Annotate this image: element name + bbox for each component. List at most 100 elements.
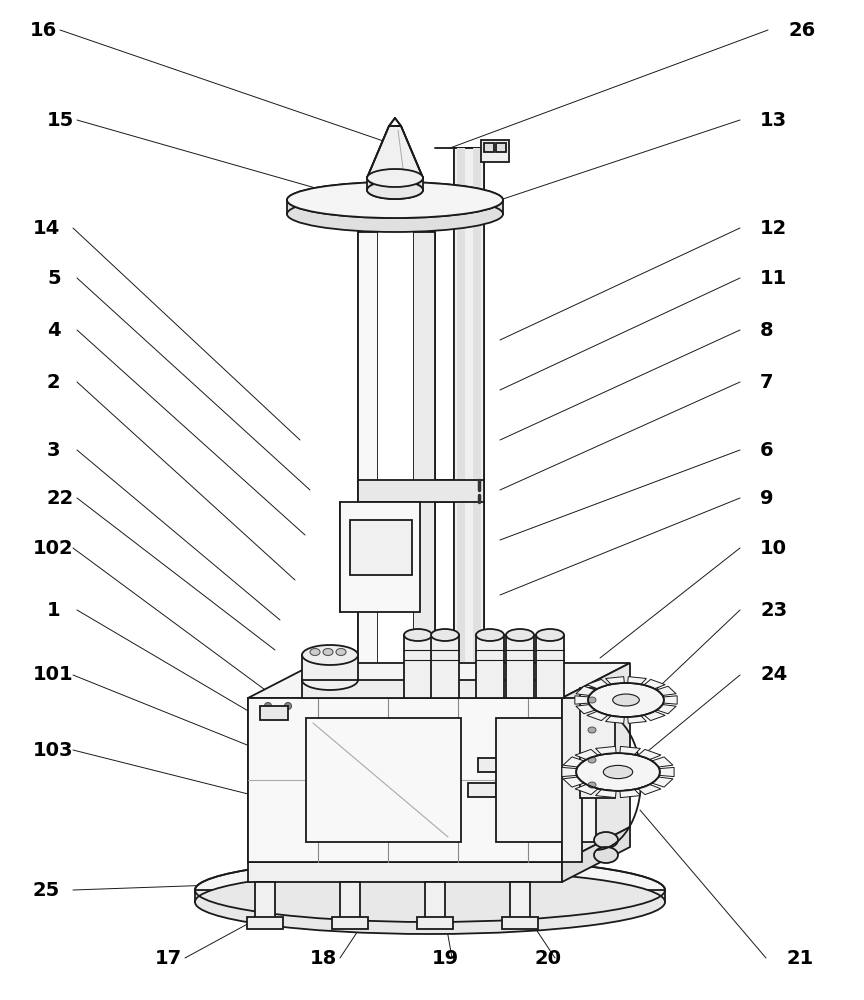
Polygon shape (606, 677, 625, 684)
Bar (302, 680, 562, 698)
Bar (417, 917, 453, 929)
Text: 4: 4 (47, 320, 60, 340)
Text: 11: 11 (760, 268, 787, 288)
Text: 23: 23 (760, 600, 787, 619)
Ellipse shape (594, 847, 618, 863)
Polygon shape (659, 767, 674, 777)
Bar (580, 688, 615, 798)
Polygon shape (576, 705, 595, 714)
Bar (562, 698, 582, 862)
Bar (476, 635, 504, 698)
Polygon shape (562, 827, 630, 882)
Bar (378, 232, 413, 670)
Ellipse shape (536, 629, 564, 641)
Ellipse shape (302, 645, 358, 665)
Polygon shape (627, 716, 646, 723)
Ellipse shape (287, 182, 503, 218)
Bar (431, 635, 459, 698)
Bar (496, 718, 596, 842)
Bar (340, 882, 360, 924)
Ellipse shape (613, 694, 639, 706)
Bar (506, 635, 534, 698)
Ellipse shape (336, 648, 346, 656)
Ellipse shape (588, 782, 596, 788)
Text: 12: 12 (760, 219, 787, 237)
Text: 6: 6 (760, 440, 773, 460)
Text: 17: 17 (155, 948, 182, 968)
Polygon shape (644, 679, 665, 689)
Ellipse shape (332, 675, 340, 681)
Text: 21: 21 (786, 948, 813, 968)
Polygon shape (563, 777, 584, 787)
Ellipse shape (576, 753, 660, 791)
Polygon shape (195, 890, 665, 902)
Text: 1: 1 (47, 600, 60, 619)
Polygon shape (657, 705, 677, 714)
Bar (418, 788, 448, 804)
Polygon shape (367, 126, 423, 178)
Ellipse shape (594, 832, 618, 848)
Bar (248, 862, 562, 882)
Polygon shape (652, 777, 673, 787)
Ellipse shape (603, 765, 632, 779)
Text: 102: 102 (33, 538, 73, 558)
Text: 2: 2 (47, 372, 60, 391)
Bar (536, 635, 564, 698)
Polygon shape (595, 789, 616, 798)
Ellipse shape (506, 629, 534, 641)
Ellipse shape (195, 858, 665, 922)
Ellipse shape (302, 670, 358, 690)
Polygon shape (587, 711, 608, 721)
Bar (481, 140, 509, 162)
Ellipse shape (347, 675, 355, 681)
Polygon shape (587, 679, 608, 689)
Text: 14: 14 (33, 219, 60, 237)
Text: 9: 9 (760, 488, 773, 508)
Polygon shape (595, 746, 616, 755)
Ellipse shape (367, 169, 423, 187)
Text: 103: 103 (33, 740, 73, 760)
Text: 25: 25 (33, 880, 60, 900)
Text: 18: 18 (310, 948, 337, 968)
Text: 3: 3 (47, 440, 60, 460)
Polygon shape (576, 686, 595, 695)
Bar (468, 783, 496, 797)
Polygon shape (575, 749, 598, 760)
Polygon shape (575, 696, 588, 704)
Bar (498, 783, 526, 797)
Bar (332, 917, 368, 929)
Bar (340, 502, 420, 612)
Polygon shape (248, 663, 630, 698)
Text: 19: 19 (432, 948, 459, 968)
Bar (425, 882, 445, 924)
Bar (413, 232, 435, 670)
Ellipse shape (431, 629, 459, 641)
Ellipse shape (367, 181, 423, 199)
Ellipse shape (476, 629, 504, 641)
Bar (255, 882, 275, 924)
Text: 5: 5 (47, 268, 60, 288)
Ellipse shape (404, 629, 432, 641)
Bar (302, 655, 358, 680)
Ellipse shape (323, 648, 333, 656)
Polygon shape (606, 716, 625, 723)
Polygon shape (638, 749, 661, 760)
Bar (350, 520, 412, 575)
Polygon shape (562, 767, 576, 777)
Text: 13: 13 (760, 110, 787, 129)
Text: 101: 101 (33, 666, 73, 684)
Bar (367, 178, 423, 190)
Bar (358, 480, 484, 502)
Bar (358, 232, 378, 670)
Polygon shape (575, 784, 598, 795)
Ellipse shape (367, 169, 423, 187)
Polygon shape (619, 746, 640, 755)
Bar (478, 758, 506, 772)
Bar (510, 882, 530, 924)
Ellipse shape (588, 757, 596, 763)
Polygon shape (664, 696, 677, 704)
Bar (248, 698, 562, 862)
Polygon shape (562, 663, 630, 862)
Text: 24: 24 (760, 666, 787, 684)
Bar (496, 143, 506, 152)
